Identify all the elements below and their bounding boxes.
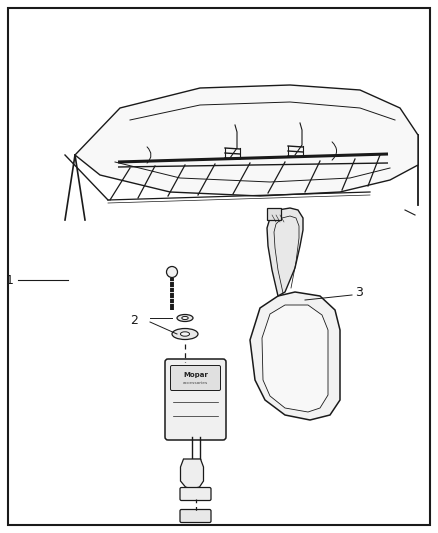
Bar bbox=[267, 208, 281, 220]
Polygon shape bbox=[262, 305, 328, 412]
FancyBboxPatch shape bbox=[180, 510, 211, 522]
Circle shape bbox=[166, 266, 177, 278]
Polygon shape bbox=[75, 85, 418, 196]
Text: 3: 3 bbox=[355, 287, 363, 300]
Ellipse shape bbox=[180, 332, 190, 336]
Polygon shape bbox=[267, 208, 303, 296]
FancyBboxPatch shape bbox=[170, 366, 220, 391]
FancyBboxPatch shape bbox=[165, 359, 226, 440]
Ellipse shape bbox=[172, 328, 198, 340]
Polygon shape bbox=[180, 459, 204, 489]
Text: 1: 1 bbox=[6, 273, 14, 287]
Text: accessories: accessories bbox=[183, 381, 208, 385]
Ellipse shape bbox=[177, 314, 193, 321]
Ellipse shape bbox=[182, 317, 188, 320]
FancyBboxPatch shape bbox=[180, 488, 211, 500]
Polygon shape bbox=[250, 292, 340, 420]
Text: 2: 2 bbox=[130, 313, 138, 327]
Text: Mopar: Mopar bbox=[183, 373, 208, 378]
